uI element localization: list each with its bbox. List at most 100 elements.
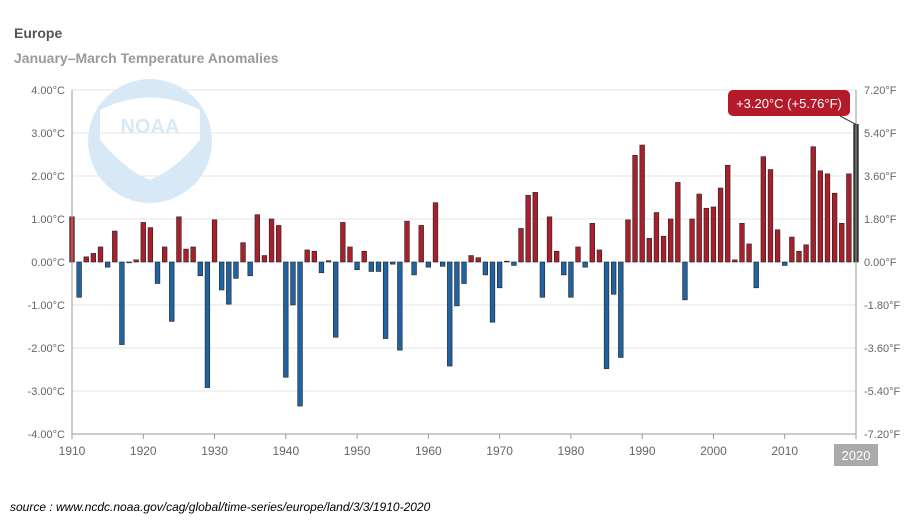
bar-2005[interactable] — [746, 243, 752, 263]
bar-1988[interactable] — [625, 219, 631, 263]
bar-1947[interactable] — [333, 261, 339, 338]
bar-1918[interactable] — [126, 261, 132, 264]
bar-2009[interactable] — [774, 229, 781, 263]
bar-1994[interactable] — [668, 218, 674, 263]
bar-2017[interactable] — [831, 192, 838, 263]
bar-2006[interactable] — [753, 261, 759, 289]
bar-1963[interactable] — [447, 261, 453, 367]
bar-1998[interactable] — [696, 193, 702, 263]
bar-2007[interactable] — [760, 156, 766, 263]
bar-1932[interactable] — [226, 261, 232, 305]
bar-1975[interactable] — [532, 192, 538, 263]
bar-1943[interactable] — [304, 249, 310, 263]
bar-1929[interactable] — [204, 261, 211, 388]
bar-1972[interactable] — [511, 261, 517, 266]
bar-1964[interactable] — [454, 261, 460, 307]
bar-1915[interactable] — [104, 261, 111, 268]
bar-1979[interactable] — [561, 261, 567, 276]
bar-1935[interactable] — [247, 261, 253, 277]
bar-1974[interactable] — [525, 195, 531, 263]
bar-1934[interactable] — [240, 242, 246, 263]
bar-1958[interactable] — [411, 261, 417, 276]
bar-1931[interactable] — [219, 261, 225, 291]
bar-1912[interactable] — [83, 256, 89, 263]
bar-1971[interactable] — [504, 260, 510, 263]
bar-1997[interactable] — [689, 218, 695, 263]
bar-1987[interactable] — [618, 261, 624, 358]
bar-2018[interactable] — [839, 223, 845, 263]
bar-1983[interactable] — [589, 223, 595, 263]
bar-1977[interactable] — [546, 216, 553, 263]
bar-1973[interactable] — [518, 228, 524, 263]
bar-1940[interactable] — [283, 261, 289, 378]
bar-1967[interactable] — [475, 257, 481, 263]
bar-1914[interactable] — [97, 246, 104, 263]
bar-1954[interactable] — [382, 261, 389, 339]
bar-1924[interactable] — [169, 261, 175, 322]
bar-1990[interactable] — [639, 144, 645, 263]
bar-2011[interactable] — [789, 236, 795, 263]
bar-1942[interactable] — [297, 261, 303, 407]
bar-1981[interactable] — [575, 246, 581, 263]
bar-1992[interactable] — [653, 212, 660, 263]
bar-2008[interactable] — [767, 169, 774, 263]
bar-1944[interactable] — [311, 250, 317, 263]
bar-1951[interactable] — [361, 250, 367, 263]
bar-2013[interactable] — [803, 244, 809, 263]
bar-1955[interactable] — [390, 261, 396, 265]
bar-1950[interactable] — [354, 261, 360, 271]
bar-1970[interactable] — [496, 261, 503, 289]
bar-2004[interactable] — [739, 223, 745, 263]
bar-1939[interactable] — [276, 225, 282, 263]
bar-1953[interactable] — [375, 261, 382, 272]
bar-1920[interactable] — [140, 222, 146, 263]
bar-2003[interactable] — [732, 259, 738, 263]
bar-1927[interactable] — [190, 246, 196, 263]
bar-1938[interactable] — [268, 218, 275, 263]
bar-1959[interactable] — [418, 225, 424, 263]
bar-1952[interactable] — [368, 261, 374, 272]
bar-1976[interactable] — [539, 261, 546, 298]
bar-1985[interactable] — [603, 261, 610, 369]
bar-1941[interactable] — [290, 261, 296, 306]
bar-1986[interactable] — [611, 261, 617, 295]
bar-1996[interactable] — [682, 261, 688, 301]
bar-2019[interactable] — [846, 173, 852, 263]
bar-1965[interactable] — [461, 261, 467, 284]
bar-1916[interactable] — [112, 230, 118, 263]
bar-1999[interactable] — [703, 207, 709, 263]
bar-1968[interactable] — [482, 261, 489, 276]
bar-1946[interactable] — [325, 260, 332, 263]
bar-2000[interactable] — [710, 206, 717, 263]
bar-1956[interactable] — [397, 261, 403, 351]
bar-1962[interactable] — [439, 261, 446, 267]
bar-1991[interactable] — [646, 238, 652, 263]
bar-1923[interactable] — [162, 246, 168, 263]
bar-1949[interactable] — [347, 246, 353, 263]
bar-1989[interactable] — [632, 155, 638, 263]
bar-1937[interactable] — [261, 255, 268, 263]
bar-1980[interactable] — [568, 261, 574, 298]
bar-1921[interactable] — [147, 227, 154, 263]
bar-1945[interactable] — [318, 261, 325, 274]
bar-1966[interactable] — [468, 255, 474, 263]
bar-2014[interactable] — [810, 146, 816, 263]
bar-1926[interactable] — [183, 248, 189, 263]
bar-2001[interactable] — [717, 187, 724, 263]
bar-1925[interactable] — [176, 216, 182, 263]
bar-1957[interactable] — [404, 220, 410, 263]
bar-2010[interactable] — [782, 261, 788, 266]
bar-1919[interactable] — [133, 259, 139, 263]
bar-1969[interactable] — [489, 261, 496, 323]
bar-1993[interactable] — [660, 235, 667, 263]
bar-1917[interactable] — [119, 261, 125, 345]
bar-1933[interactable] — [233, 261, 239, 279]
bar-1936[interactable] — [254, 214, 260, 263]
bar-1913[interactable] — [90, 253, 97, 263]
bar-1960[interactable] — [425, 261, 432, 268]
bar-1978[interactable] — [554, 250, 560, 263]
bar-1984[interactable] — [596, 249, 603, 263]
bar-2012[interactable] — [796, 250, 802, 263]
bar-1995[interactable] — [675, 182, 681, 263]
bar-1961[interactable] — [432, 202, 439, 263]
